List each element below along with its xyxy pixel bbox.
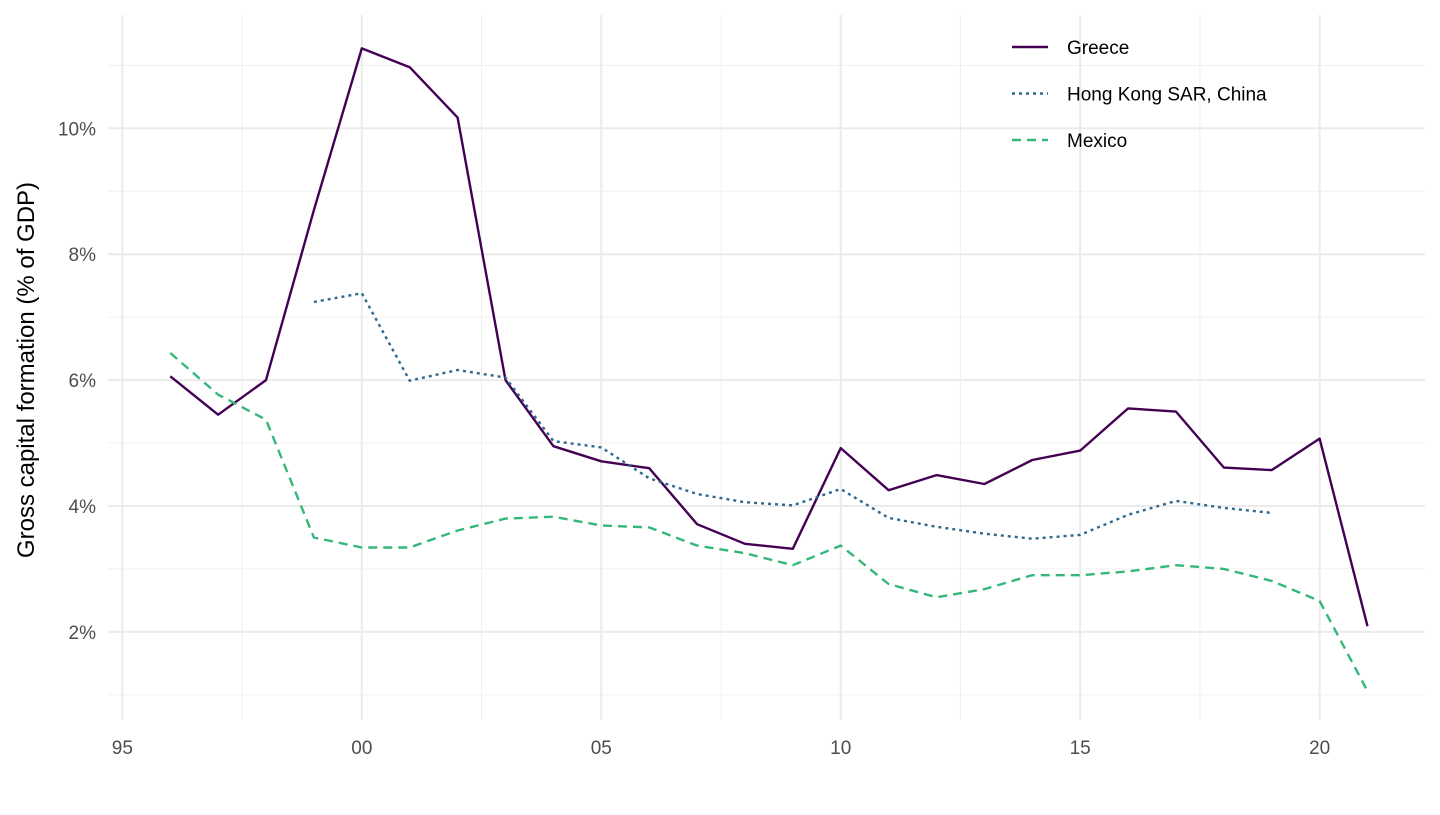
- legend: Greece Hong Kong SAR, China Mexico: [1012, 38, 1267, 152]
- y-tick-label: 2%: [69, 623, 97, 644]
- x-axis-ticks: 95 00 05 10 15 20: [112, 738, 1330, 759]
- x-tick-label: 05: [591, 738, 612, 759]
- x-tick-label: 20: [1309, 738, 1330, 759]
- y-tick-label: 10%: [58, 119, 96, 140]
- series-line-hong-kong-sar-china: [313, 292, 1272, 540]
- y-axis-ticks: 2% 4% 6% 8% 10%: [58, 119, 96, 644]
- x-tick-label: 95: [112, 738, 133, 759]
- legend-label: Hong Kong SAR, China: [1067, 85, 1267, 106]
- y-axis-label: Gross capital formation (% of GDP): [13, 182, 40, 558]
- series-line-mexico: [169, 352, 1369, 692]
- x-tick-label: 10: [830, 738, 851, 759]
- legend-label: Mexico: [1067, 131, 1127, 152]
- y-tick-label: 6%: [69, 371, 97, 392]
- y-tick-label: 4%: [69, 497, 97, 518]
- series-line-greece: [169, 47, 1369, 627]
- series-lines: [169, 47, 1369, 692]
- y-tick-label: 8%: [69, 245, 97, 266]
- gridlines: [108, 15, 1425, 720]
- x-tick-label: 15: [1070, 738, 1091, 759]
- x-tick-label: 00: [351, 738, 372, 759]
- legend-label: Greece: [1067, 38, 1129, 59]
